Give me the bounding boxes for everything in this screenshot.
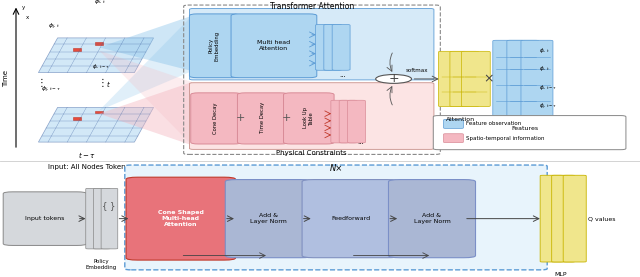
Text: Add &
Layer Norm: Add & Layer Norm [413, 213, 451, 224]
Bar [95, 111, 103, 113]
Bar [95, 42, 103, 45]
Text: $\phi_{i,\,t}$: $\phi_{i,\,t}$ [95, 0, 106, 6]
FancyBboxPatch shape [461, 51, 490, 107]
Text: Input tokens: Input tokens [25, 216, 65, 221]
Text: Q values: Q values [588, 216, 615, 221]
Text: MLP: MLP [554, 272, 567, 277]
Bar [73, 48, 81, 51]
Text: N×: N× [330, 164, 342, 173]
FancyBboxPatch shape [450, 51, 479, 107]
Text: $t-\tau$: $t-\tau$ [77, 150, 95, 160]
FancyBboxPatch shape [189, 9, 434, 80]
Text: Features: Features [511, 126, 538, 131]
Text: $\times$: $\times$ [483, 73, 493, 85]
Text: ⋮: ⋮ [36, 78, 47, 88]
Text: $\phi_{j,\,t-\tau}$: $\phi_{j,\,t-\tau}$ [539, 101, 557, 112]
Text: $\phi_{i,\,t-\tau}$: $\phi_{i,\,t-\tau}$ [92, 63, 109, 71]
Polygon shape [38, 107, 154, 142]
FancyBboxPatch shape [302, 179, 399, 258]
Text: Look Up
Table: Look Up Table [303, 107, 314, 128]
FancyBboxPatch shape [493, 40, 525, 118]
FancyBboxPatch shape [563, 175, 586, 262]
FancyBboxPatch shape [388, 179, 476, 258]
Text: Policy
Embedding: Policy Embedding [86, 259, 116, 270]
Circle shape [376, 75, 412, 83]
Polygon shape [99, 16, 192, 111]
Polygon shape [99, 16, 192, 71]
Text: Attention: Attention [446, 117, 476, 122]
Text: $t$: $t$ [106, 79, 111, 89]
FancyBboxPatch shape [189, 83, 434, 149]
Text: $\phi_{j,\,t-\tau}$: $\phi_{j,\,t-\tau}$ [41, 84, 61, 95]
Polygon shape [99, 50, 192, 145]
Text: Input: All Nodes Token: Input: All Nodes Token [47, 164, 125, 170]
Polygon shape [99, 82, 192, 145]
Text: $\phi_{j,\,t}$: $\phi_{j,\,t}$ [49, 21, 60, 32]
FancyBboxPatch shape [225, 179, 312, 258]
Text: $\phi_{i,\,t}$: $\phi_{i,\,t}$ [539, 65, 550, 73]
Text: Time Decay: Time Decay [260, 102, 265, 133]
Text: Policy
Embedding: Policy Embedding [209, 31, 220, 61]
FancyBboxPatch shape [324, 24, 342, 70]
Text: Multi head
Attention: Multi head Attention [257, 40, 291, 51]
FancyBboxPatch shape [237, 93, 288, 144]
Text: ...: ... [357, 139, 364, 145]
FancyBboxPatch shape [332, 24, 350, 70]
Text: Spatio-temporal information: Spatio-temporal information [466, 136, 545, 141]
Text: $\phi_{i,\,t}$: $\phi_{i,\,t}$ [539, 46, 550, 55]
Text: ⋮: ⋮ [97, 78, 108, 88]
FancyBboxPatch shape [231, 14, 317, 78]
Polygon shape [38, 38, 154, 73]
FancyBboxPatch shape [433, 116, 626, 150]
FancyBboxPatch shape [284, 93, 334, 144]
FancyBboxPatch shape [348, 100, 365, 143]
Text: Feedforward: Feedforward [331, 216, 371, 221]
Text: Cone Decay: Cone Decay [213, 103, 218, 134]
FancyBboxPatch shape [507, 40, 539, 118]
Text: y: y [22, 6, 26, 11]
Text: Physical Constraints: Physical Constraints [276, 150, 347, 156]
Text: ...: ... [339, 71, 346, 78]
Text: Feature observation: Feature observation [466, 121, 521, 126]
FancyBboxPatch shape [552, 175, 575, 262]
FancyBboxPatch shape [93, 188, 110, 249]
FancyBboxPatch shape [101, 188, 118, 249]
Text: $\phi_{i,\,t-\tau}$: $\phi_{i,\,t-\tau}$ [539, 84, 557, 92]
FancyBboxPatch shape [438, 51, 467, 107]
FancyBboxPatch shape [339, 100, 357, 143]
Text: softmax: softmax [406, 68, 429, 73]
FancyBboxPatch shape [125, 165, 547, 270]
Text: +: + [282, 113, 291, 123]
FancyBboxPatch shape [521, 40, 553, 118]
Text: Time: Time [3, 70, 10, 88]
FancyBboxPatch shape [189, 14, 240, 78]
FancyBboxPatch shape [3, 192, 86, 245]
Text: Transformer Attention: Transformer Attention [269, 2, 354, 11]
FancyBboxPatch shape [191, 93, 241, 144]
FancyBboxPatch shape [331, 100, 349, 143]
FancyBboxPatch shape [540, 175, 563, 262]
Text: x: x [26, 15, 29, 20]
Text: +: + [388, 73, 399, 85]
Text: Add &
Layer Norm: Add & Layer Norm [250, 213, 287, 224]
FancyBboxPatch shape [86, 188, 102, 249]
Text: +: + [236, 113, 244, 123]
Text: { }: { } [102, 201, 115, 210]
FancyBboxPatch shape [316, 24, 333, 70]
FancyBboxPatch shape [444, 119, 463, 128]
Text: Cone Shaped
Multi-head
Attention: Cone Shaped Multi-head Attention [157, 210, 204, 227]
FancyBboxPatch shape [126, 177, 236, 260]
FancyBboxPatch shape [444, 134, 463, 143]
Bar [73, 117, 81, 120]
